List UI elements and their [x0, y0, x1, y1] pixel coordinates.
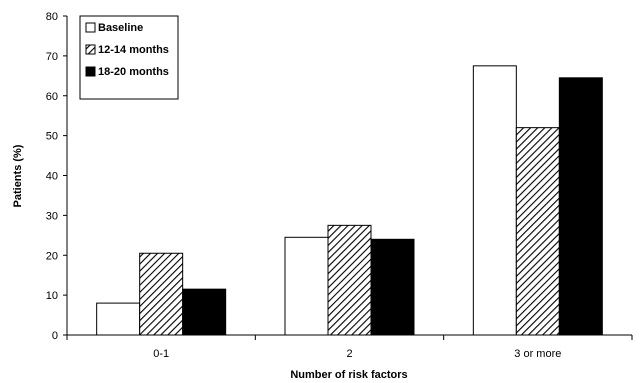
bars	[96, 65, 603, 336]
bar-18-20-months-2	[370, 238, 415, 336]
y-tick-label: 0	[52, 330, 58, 342]
x-axis-title: Number of risk factors	[290, 369, 407, 381]
y-tick-label: 80	[46, 11, 58, 23]
legend-label: 12-14 months	[98, 44, 169, 56]
legend-swatch	[85, 66, 96, 77]
y-tick-label: 50	[46, 131, 58, 143]
bar-18-20-months-0-1	[182, 288, 227, 336]
bar-12-14-months-2	[327, 224, 372, 336]
legend-swatch	[85, 22, 96, 33]
y-tick-label: 40	[46, 171, 58, 183]
bar-18-20-months-3-or-more	[558, 77, 603, 336]
bar-baseline-2	[284, 236, 329, 336]
bar-12-14-months-3-or-more	[515, 127, 560, 336]
bar-baseline-3-or-more	[472, 65, 517, 336]
y-tick-label: 10	[46, 290, 58, 302]
x-axis-categories: 0-1 2 3 or more	[66, 335, 633, 360]
y-axis-title: Patients (%)	[12, 144, 24, 207]
bar-baseline-0-1	[96, 302, 141, 336]
x-category-label: 0-1	[153, 348, 169, 360]
legend-swatch	[85, 44, 96, 55]
legend-label: 18-20 months	[98, 66, 169, 78]
legend-frame	[79, 15, 179, 100]
y-axis-ticks: 0 10 20 30 40 50 60 70 80	[46, 11, 67, 342]
legend: Baseline 12-14 months 18-20 months	[79, 15, 179, 100]
y-tick-label: 60	[46, 91, 58, 103]
legend-label: Baseline	[98, 22, 143, 34]
bar-12-14-months-0-1	[139, 252, 184, 336]
x-category-label: 3 or more	[514, 348, 561, 360]
x-category-label: 2	[346, 348, 352, 360]
y-tick-label: 20	[46, 250, 58, 262]
y-tick-label: 70	[46, 51, 58, 63]
y-tick-label: 30	[46, 210, 58, 222]
